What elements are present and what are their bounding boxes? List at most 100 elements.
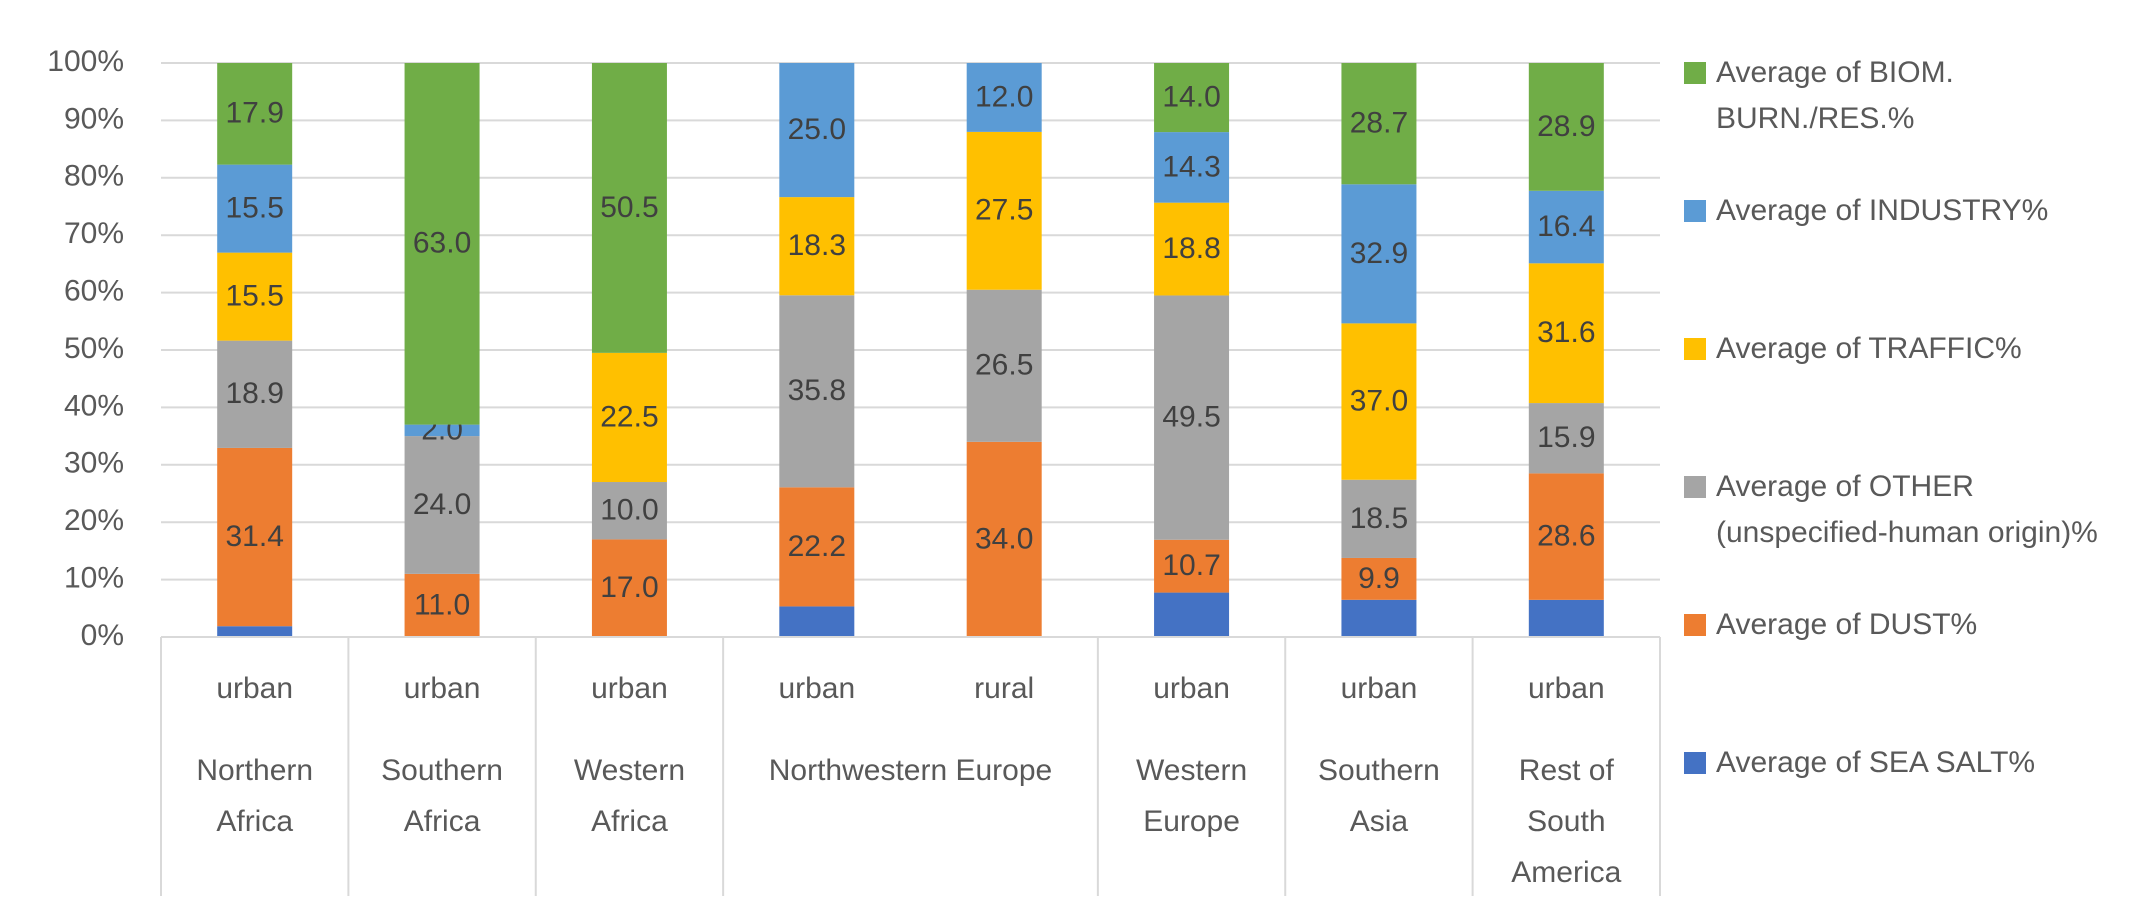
x-tick-label: urban <box>1527 672 1605 705</box>
data-label: 35.8 <box>788 374 846 407</box>
data-label: 9.9 <box>1358 562 1400 595</box>
data-label: 11.0 <box>414 588 470 621</box>
x-tick-label: urban <box>591 672 668 705</box>
y-tick-label: 60% <box>64 275 124 308</box>
legend-swatch <box>1684 62 1706 84</box>
x-group-label: Northern Africa <box>196 754 314 838</box>
bar-segment <box>1528 63 1604 191</box>
x-tick-label: urban <box>778 672 856 705</box>
bar-segment <box>779 197 855 296</box>
data-label: 34.0 <box>975 522 1033 555</box>
legend-swatch <box>1684 200 1706 222</box>
y-tick-label: 100% <box>47 45 124 78</box>
bar-segment <box>1154 592 1230 637</box>
bar-segment <box>217 447 293 627</box>
y-tick-label: 50% <box>64 332 124 365</box>
data-label: 37.0 <box>1350 384 1408 417</box>
bar-segment <box>1154 202 1230 296</box>
data-label: 10.7 <box>1162 549 1220 582</box>
y-tick-label: 0% <box>81 619 124 652</box>
x-group-label: Northwestern Europe <box>768 754 1053 787</box>
data-label: 27.5 <box>975 194 1033 227</box>
bar-segment <box>591 539 667 637</box>
legend-swatch <box>1684 614 1706 636</box>
y-tick-label: 90% <box>64 102 124 135</box>
bar-segment <box>591 352 667 483</box>
y-tick-label: 30% <box>64 447 124 480</box>
data-label: 14.3 <box>1162 150 1220 183</box>
bar-segment <box>966 289 1042 442</box>
bar-segment <box>1341 184 1417 324</box>
data-label: 12.0 <box>975 80 1033 113</box>
x-group-label: Southern Africa <box>381 754 503 838</box>
bar-segment <box>1528 403 1604 474</box>
data-label: 63.0 <box>413 227 471 260</box>
bar-segment <box>591 482 667 540</box>
data-label: 18.8 <box>1162 232 1220 265</box>
data-label: 15.9 <box>1537 421 1595 454</box>
legend-label: Average of DUST% <box>1716 608 1978 641</box>
legend-label: Average of SEA SALT% <box>1716 746 2036 779</box>
data-label: 31.4 <box>225 520 283 553</box>
bar-segment <box>404 63 480 425</box>
x-group-label: Rest of South America <box>1511 754 1622 889</box>
legend-swatch <box>1684 476 1706 498</box>
data-label: 17.0 <box>600 571 658 604</box>
legend-label: Average of OTHER (unspecified-human orig… <box>1716 470 2098 549</box>
data-label: 49.5 <box>1162 401 1220 434</box>
y-tick-label: 70% <box>64 217 124 250</box>
bar-segment <box>1154 63 1230 133</box>
data-label: 18.5 <box>1350 502 1408 535</box>
legend-swatch <box>1684 338 1706 360</box>
bar-segment <box>966 131 1042 290</box>
data-label: 16.4 <box>1537 210 1595 243</box>
bar-segment <box>591 63 667 353</box>
bar-segment <box>779 295 855 488</box>
legend-label: Average of TRAFFIC% <box>1716 332 2022 365</box>
data-label: 22.5 <box>600 400 658 433</box>
data-label: 26.5 <box>975 349 1033 382</box>
bar-segment <box>404 436 480 574</box>
x-tick-label: urban <box>403 672 481 705</box>
x-tick-label: urban <box>1153 672 1230 705</box>
bar-segment <box>217 63 293 165</box>
data-label: 28.7 <box>1350 107 1408 140</box>
data-label: 15.5 <box>225 280 283 313</box>
y-tick-label: 80% <box>64 160 124 193</box>
bar-segment <box>1528 599 1604 637</box>
bar-segment <box>217 340 293 448</box>
data-label: 31.6 <box>1537 316 1595 349</box>
bar-segment <box>1528 473 1604 600</box>
bar-segment <box>966 63 1042 132</box>
bar-segment <box>404 424 480 437</box>
bar-segment <box>217 164 293 253</box>
bar-segment <box>1341 479 1417 558</box>
bar-segment <box>1154 132 1230 203</box>
legend-label: Average of INDUSTRY% <box>1716 194 2049 227</box>
data-label: 17.9 <box>225 97 283 130</box>
bar-segment <box>1154 539 1230 593</box>
data-label: 32.9 <box>1350 237 1408 270</box>
y-tick-label: 20% <box>64 504 124 537</box>
x-group-label: Western Europe <box>1135 754 1248 838</box>
bar-segment <box>1528 190 1604 264</box>
bar-segment <box>779 63 855 198</box>
data-label: 28.6 <box>1537 520 1595 553</box>
data-label: 18.3 <box>788 229 846 262</box>
bar-segment <box>1154 295 1230 540</box>
bar-segment <box>779 606 855 637</box>
bar-segment <box>1341 557 1417 600</box>
y-tick-label: 40% <box>64 389 124 422</box>
data-label: 10.0 <box>600 494 658 527</box>
data-label: 25.0 <box>788 113 846 146</box>
bar-segment <box>217 252 293 341</box>
bar-segment <box>1528 263 1604 404</box>
legend-label: Average of BIOM. BURN./RES.% <box>1716 56 1954 135</box>
data-label: 22.2 <box>788 530 846 563</box>
data-label: 28.9 <box>1537 110 1595 143</box>
data-label: 18.9 <box>225 377 283 410</box>
legend-swatch <box>1684 752 1706 774</box>
bar-segment <box>966 441 1042 637</box>
